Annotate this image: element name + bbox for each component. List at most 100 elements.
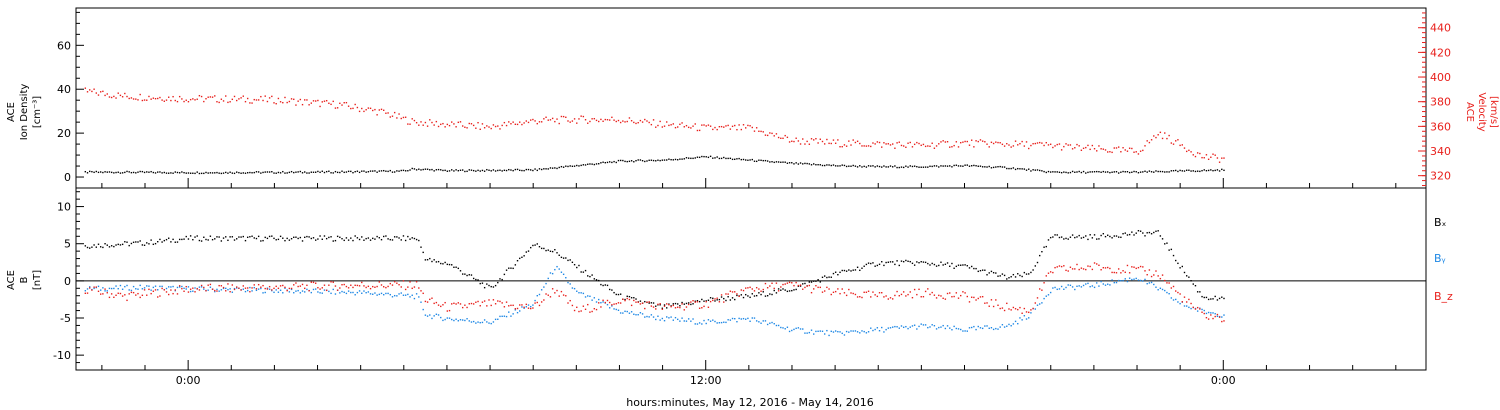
- velocity-series-point: [786, 136, 789, 139]
- bz-series: [84, 262, 1225, 323]
- velocity-series-point: [490, 127, 492, 130]
- bz-series-point: [132, 291, 135, 294]
- by-series-point: [220, 289, 223, 291]
- bx-series-point: [363, 239, 365, 241]
- density-series-point: [336, 171, 339, 174]
- by-series-point: [343, 291, 345, 294]
- bz-series-point: [615, 303, 617, 305]
- bz-series-point: [376, 285, 378, 288]
- velocity-series-point: [505, 124, 508, 127]
- velocity-series-point: [771, 132, 773, 135]
- bx-series-point: [902, 260, 905, 263]
- density-series-point: [962, 165, 964, 167]
- by-series-point: [615, 308, 617, 311]
- bx-series-point: [1218, 297, 1221, 300]
- density-series-point: [198, 172, 201, 175]
- top-right-ylabel-line1: ACE: [1464, 102, 1475, 122]
- velocity-series-point: [1113, 147, 1115, 149]
- bz-series-point: [823, 290, 826, 292]
- by-series-point: [236, 287, 238, 289]
- bx-series-point: [1120, 236, 1122, 239]
- bz-series-point: [1074, 268, 1076, 270]
- by-series-point: [567, 281, 569, 284]
- bz-series-point: [369, 287, 372, 290]
- velocity-series-point: [944, 141, 947, 143]
- velocity-series-point: [170, 99, 172, 102]
- by-series-point: [1056, 288, 1058, 291]
- by-series-point: [587, 295, 589, 297]
- velocity-series-point: [200, 95, 203, 98]
- bx-series-point: [663, 304, 666, 306]
- bz-series-point: [657, 303, 659, 306]
- by-series-point: [543, 286, 545, 288]
- velocity-series-point: [863, 145, 865, 147]
- bx-series-point: [1096, 238, 1098, 240]
- velocity-series-point: [830, 142, 832, 145]
- velocity-series-point: [84, 87, 87, 89]
- bz-series-point: [339, 287, 341, 289]
- by-series-point: [279, 289, 282, 291]
- by-series-point: [986, 325, 988, 327]
- bx-series-point: [181, 238, 183, 241]
- top-right-tick-label: 400: [1430, 71, 1451, 84]
- density-series-point: [387, 170, 389, 173]
- bz-series-point: [1058, 265, 1061, 267]
- bx-series-point: [249, 236, 251, 238]
- bx-series-point: [1137, 229, 1140, 232]
- density-series-point: [1164, 171, 1166, 173]
- by-series-point: [1091, 285, 1094, 287]
- by-series-point: [712, 319, 714, 321]
- by-series-point: [319, 292, 321, 294]
- velocity-series-point: [598, 120, 600, 123]
- by-series-point: [547, 277, 549, 280]
- by-series-point: [788, 330, 791, 333]
- density-series-point: [613, 160, 615, 163]
- by-series-point: [760, 322, 762, 324]
- bx-series-point: [837, 273, 839, 276]
- density-series-point: [830, 164, 832, 167]
- by-series-point: [955, 327, 958, 330]
- bx-series-point: [918, 262, 920, 264]
- bx-series-point: [481, 282, 484, 284]
- velocity-series-point: [1038, 141, 1041, 144]
- bz-series-point: [499, 300, 501, 303]
- velocity-series-point: [641, 121, 644, 123]
- bx-series-point: [317, 238, 319, 240]
- bz-series-point: [1205, 316, 1208, 319]
- by-series-point: [617, 309, 620, 311]
- density-series-point: [141, 170, 144, 173]
- velocity-series-point: [1021, 140, 1023, 143]
- by-series-point: [1045, 295, 1047, 297]
- by-series-point: [802, 328, 804, 330]
- bz-series-point: [819, 286, 821, 289]
- bx-series-point: [514, 264, 517, 266]
- velocity-series-point: [611, 116, 613, 119]
- bz-series-point: [312, 281, 315, 284]
- bz-series-point: [593, 307, 596, 310]
- bz-series-point: [821, 291, 824, 293]
- bz-series-point: [295, 282, 297, 284]
- bx-series-point: [341, 237, 343, 240]
- density-series-point: [679, 158, 681, 160]
- density-series-point: [185, 172, 187, 174]
- velocity-series-point: [174, 99, 176, 102]
- bx-series-point: [707, 299, 710, 301]
- bz-series-point: [378, 281, 381, 283]
- bx-series-point: [385, 235, 387, 237]
- bz-series-point: [135, 294, 137, 296]
- by-series-point: [927, 326, 929, 329]
- bx-series-point: [146, 242, 148, 244]
- bx-series-point: [804, 282, 806, 285]
- bz-series-point: [970, 296, 973, 298]
- velocity-series-point: [341, 104, 343, 106]
- bz-series-point: [709, 300, 712, 303]
- density-series-point: [154, 172, 157, 174]
- by-series-point: [935, 328, 938, 330]
- density-series-point: [148, 171, 150, 173]
- bz-series-point: [611, 304, 613, 306]
- bz-series-point: [1098, 264, 1100, 266]
- bx-series-point: [231, 236, 234, 238]
- by-series-point: [1049, 291, 1052, 294]
- density-series-point: [343, 171, 345, 174]
- by-series-point: [1175, 298, 1177, 301]
